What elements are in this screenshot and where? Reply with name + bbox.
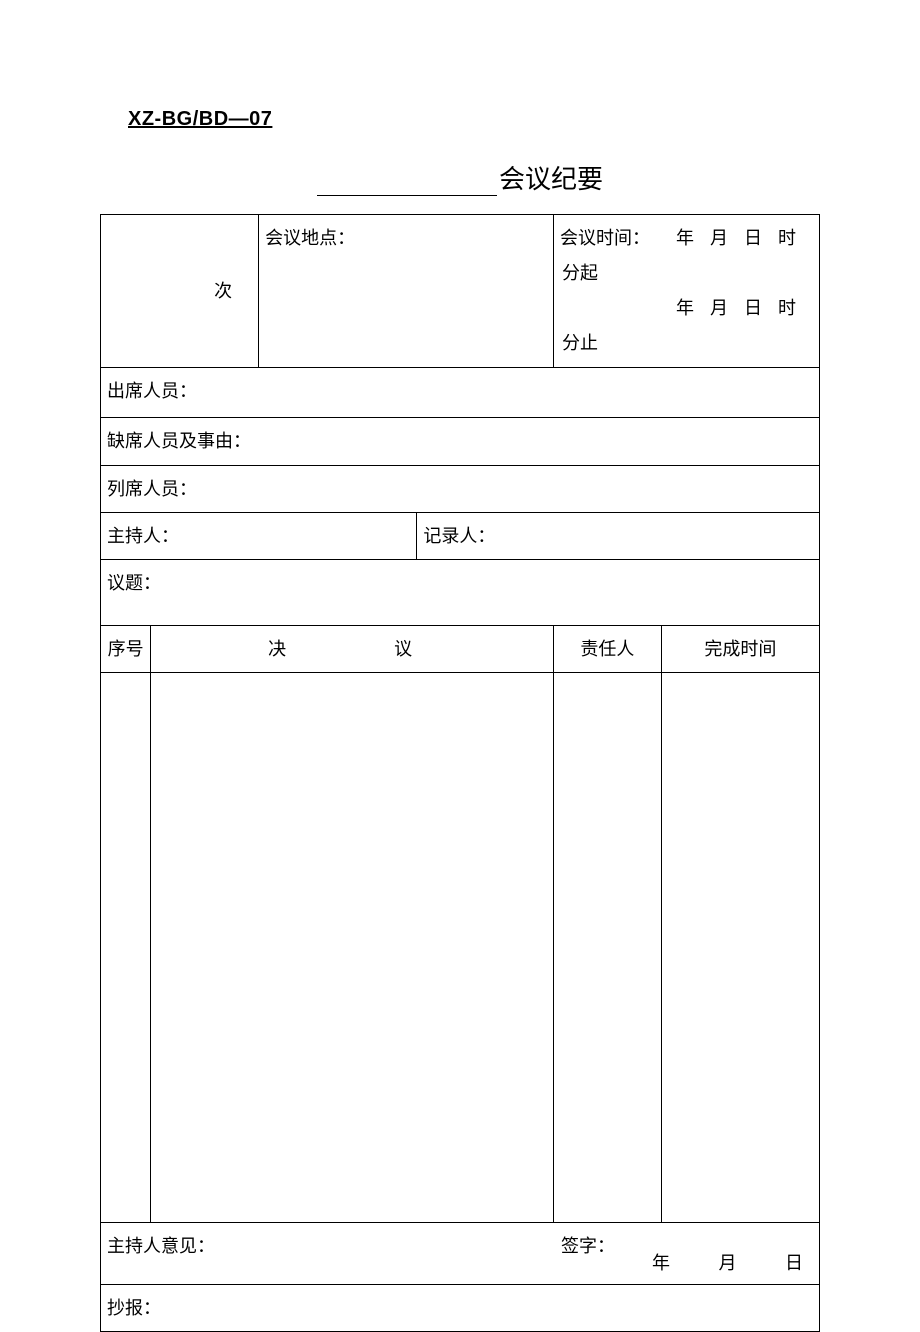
th-resolution: 决 议 bbox=[151, 625, 554, 672]
time-year-unit: 年 bbox=[656, 221, 696, 256]
meeting-location-cell: 会议地点： bbox=[259, 215, 554, 368]
host-cell: 主持人： bbox=[101, 513, 417, 559]
time-day-unit-2: 日 bbox=[730, 291, 764, 326]
time-hour-unit-2: 时 bbox=[764, 291, 798, 326]
th-due: 完成时间 bbox=[661, 625, 819, 672]
host-recorder-row: 主持人：记录人： bbox=[101, 512, 820, 559]
session-cell: 次 bbox=[101, 215, 259, 368]
body-owner bbox=[553, 673, 661, 1223]
topic-cell: 议题： bbox=[101, 559, 820, 625]
date-day-unit: 日 bbox=[785, 1253, 807, 1273]
title-suffix: 会议纪要 bbox=[499, 165, 603, 194]
time-month-unit: 月 bbox=[696, 221, 730, 256]
time-day-unit: 日 bbox=[730, 221, 764, 256]
title-blank-line bbox=[317, 170, 497, 196]
attendees-label: 出席人员： bbox=[107, 381, 197, 401]
meeting-location-label: 会议地点： bbox=[265, 228, 355, 248]
absent-label: 缺席人员及事由： bbox=[107, 431, 251, 451]
recorder-cell: 记录人： bbox=[417, 513, 819, 559]
time-min-end-unit: 分止 bbox=[560, 326, 600, 361]
th-no: 序号 bbox=[101, 625, 151, 672]
date-year-unit: 年 bbox=[652, 1253, 674, 1273]
session-suffix: 次 bbox=[214, 281, 232, 301]
time-month-unit-2: 月 bbox=[696, 291, 730, 326]
nonvoting-cell: 列席人员： bbox=[101, 465, 820, 512]
body-resolution bbox=[151, 673, 554, 1223]
meeting-time-label: 会议时间： bbox=[560, 221, 656, 256]
cc-cell: 抄报： bbox=[101, 1285, 820, 1332]
document-title: 会议纪要 bbox=[100, 159, 820, 196]
absent-cell: 缺席人员及事由： bbox=[101, 418, 820, 465]
signature-date: 年 月 日 bbox=[616, 1246, 807, 1280]
cc-label: 抄报： bbox=[107, 1298, 161, 1318]
meeting-time-grid: 会议时间：年月日时分起 年月日时分止 bbox=[560, 221, 813, 361]
date-month-unit: 月 bbox=[719, 1253, 741, 1273]
time-year-unit-2: 年 bbox=[656, 291, 696, 326]
document-code: XZ-BG/BD—07 bbox=[128, 108, 820, 131]
meeting-form-table: 次 会议地点： 会议时间：年月日时分起 年月日时分止 出席人员： bbox=[100, 214, 820, 1332]
host-opinion-label: 主持人意见： bbox=[107, 1236, 215, 1256]
page: XZ-BG/BD—07 会议纪要 次 会议地点： 会议时间：年月日时分起 bbox=[0, 0, 920, 1302]
topic-label: 议题： bbox=[107, 573, 161, 593]
th-owner: 责任人 bbox=[553, 625, 661, 672]
attendees-cell: 出席人员： bbox=[101, 368, 820, 418]
nonvoting-label: 列席人员： bbox=[107, 479, 197, 499]
meeting-time-cell: 会议时间：年月日时分起 年月日时分止 bbox=[553, 215, 819, 368]
signature-label: 签字： bbox=[561, 1229, 615, 1263]
body-no bbox=[101, 673, 151, 1223]
time-min-start-unit: 分起 bbox=[560, 256, 600, 291]
host-opinion-cell: 主持人意见： 签字： 年 月 日 bbox=[101, 1223, 820, 1285]
time-hour-unit: 时 bbox=[764, 221, 798, 256]
body-due bbox=[661, 673, 819, 1223]
